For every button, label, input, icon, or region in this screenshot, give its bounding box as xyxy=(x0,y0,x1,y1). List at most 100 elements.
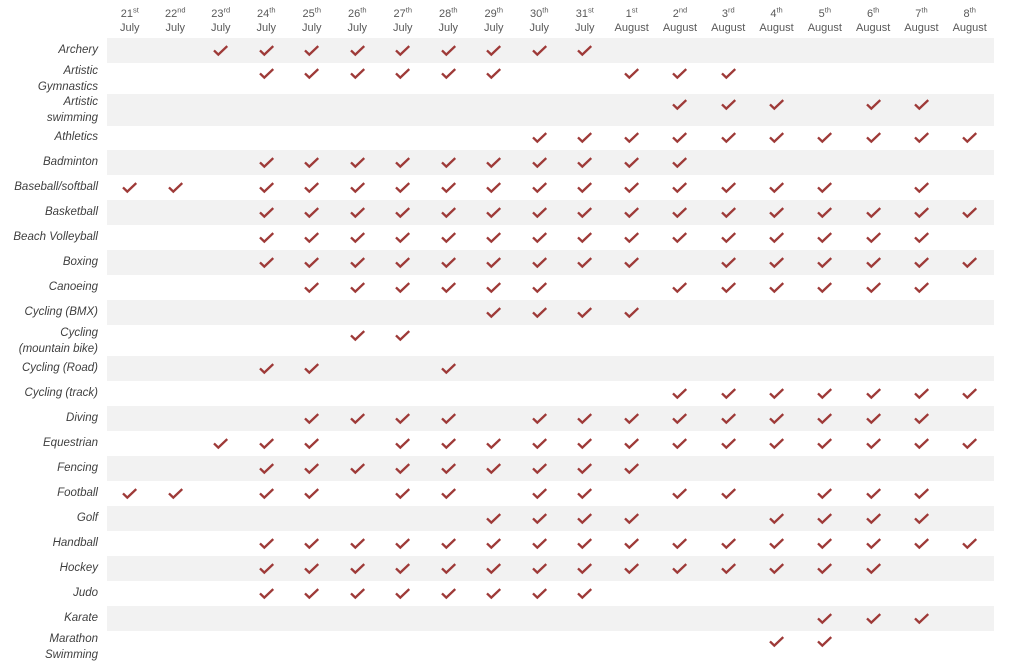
check-icon xyxy=(672,537,688,549)
check-cell xyxy=(471,38,517,63)
check-cell xyxy=(704,431,752,456)
check-icon xyxy=(672,99,688,111)
check-cell xyxy=(244,481,290,506)
check-cell xyxy=(516,150,562,175)
check-cell xyxy=(656,481,704,506)
check-cell xyxy=(655,200,705,225)
check-icon xyxy=(914,437,929,449)
empty-cell xyxy=(517,325,563,357)
empty-cell xyxy=(945,606,994,631)
check-cell xyxy=(752,406,801,431)
check-cell xyxy=(289,481,335,506)
check-icon xyxy=(817,512,833,524)
check-cell xyxy=(704,481,752,506)
check-cell xyxy=(562,38,608,63)
check-icon xyxy=(865,256,881,268)
check-icon xyxy=(769,437,785,449)
check-cell xyxy=(704,125,752,150)
empty-cell xyxy=(945,38,994,63)
check-cell xyxy=(608,63,656,95)
empty-cell xyxy=(198,606,244,631)
check-icon xyxy=(395,437,411,449)
empty-cell xyxy=(243,300,289,325)
check-cell xyxy=(471,531,517,556)
check-icon xyxy=(769,131,785,143)
check-cell xyxy=(562,125,608,150)
check-cell xyxy=(801,275,849,300)
empty-cell xyxy=(801,63,849,95)
check-cell xyxy=(897,406,946,431)
date-header: 27th July xyxy=(392,5,413,34)
empty-cell xyxy=(289,125,335,150)
check-cell xyxy=(562,175,608,200)
sport-label: Equestrian xyxy=(0,431,107,456)
check-icon xyxy=(672,206,688,218)
check-icon xyxy=(720,68,736,80)
check-icon xyxy=(914,281,929,293)
sport-label: Canoeing xyxy=(0,275,107,300)
check-cell xyxy=(562,300,608,325)
check-icon xyxy=(720,281,736,293)
check-cell xyxy=(244,63,290,95)
check-icon xyxy=(914,412,929,424)
empty-cell xyxy=(946,225,994,250)
sport-row: Artistic Gymnastics xyxy=(0,63,1024,95)
check-cell xyxy=(334,200,380,225)
check-cell xyxy=(848,406,898,431)
empty-cell xyxy=(380,125,426,150)
check-cell xyxy=(425,38,471,63)
check-cell xyxy=(800,556,849,581)
check-cell xyxy=(198,38,244,63)
empty-cell xyxy=(562,606,608,631)
check-icon xyxy=(304,206,320,218)
check-icon xyxy=(531,462,547,474)
check-icon xyxy=(167,181,183,193)
empty-cell xyxy=(152,38,198,63)
check-cell xyxy=(562,431,608,456)
check-icon xyxy=(577,487,593,499)
empty-cell xyxy=(848,150,898,175)
check-cell xyxy=(849,225,897,250)
empty-cell xyxy=(198,300,244,325)
empty-cell xyxy=(848,38,898,63)
check-icon xyxy=(817,256,833,268)
check-icon xyxy=(769,387,785,399)
check-cell xyxy=(380,275,426,300)
empty-cell xyxy=(656,581,704,606)
empty-cell xyxy=(752,606,801,631)
check-cell xyxy=(752,431,800,456)
empty-cell xyxy=(426,325,472,357)
empty-cell xyxy=(562,325,608,357)
check-icon xyxy=(577,44,593,56)
sport-label: Karate xyxy=(0,606,107,631)
empty-cell xyxy=(198,581,244,606)
date-header: 25th July xyxy=(301,5,322,34)
check-icon xyxy=(817,437,833,449)
check-cell xyxy=(244,531,290,556)
sport-label: Artistic swimming xyxy=(0,94,107,126)
empty-cell xyxy=(471,325,517,357)
check-icon xyxy=(914,181,929,193)
check-cell xyxy=(380,63,426,95)
empty-cell xyxy=(425,606,471,631)
check-icon xyxy=(624,206,640,218)
check-icon xyxy=(440,181,456,193)
empty-cell xyxy=(897,356,946,381)
empty-cell xyxy=(946,581,994,606)
check-cell xyxy=(289,200,335,225)
sport-label: Judo xyxy=(0,581,107,606)
check-cell xyxy=(897,531,945,556)
check-cell xyxy=(562,456,608,481)
check-icon xyxy=(440,437,456,449)
check-cell xyxy=(752,275,800,300)
check-icon xyxy=(865,99,881,111)
check-cell xyxy=(471,431,517,456)
check-cell xyxy=(607,250,656,275)
check-cell xyxy=(897,125,945,150)
check-icon xyxy=(962,437,978,449)
check-icon xyxy=(440,462,456,474)
check-cell xyxy=(656,431,704,456)
check-cell xyxy=(752,175,800,200)
empty-cell xyxy=(516,606,562,631)
check-icon xyxy=(769,181,785,193)
